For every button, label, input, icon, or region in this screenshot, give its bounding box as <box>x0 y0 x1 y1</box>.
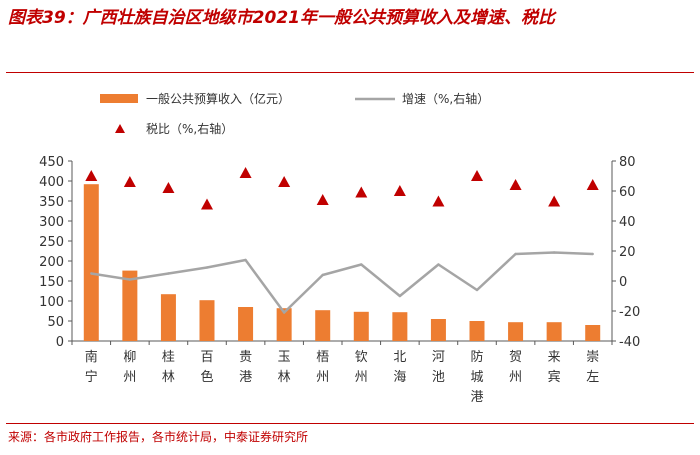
bar-河池 <box>430 319 446 341</box>
growth-point-玉林 <box>282 311 286 314</box>
tax-ratio-marker-贵港 <box>239 167 252 178</box>
y-left-tick-label: 150 <box>39 275 64 290</box>
bar-贵港 <box>238 307 254 341</box>
tax-ratio-marker-北海 <box>393 185 406 196</box>
bar-北海 <box>392 312 408 341</box>
legend-label-bar: 一般公共预算收入（亿元） <box>146 91 290 106</box>
x-tick-label-来宾: 来宾 <box>548 350 561 385</box>
bar-钦州 <box>353 311 369 341</box>
growth-point-钦州 <box>360 263 363 266</box>
tax-ratio-marker-钦州 <box>355 186 368 198</box>
x-tick-label-钦州: 钦州 <box>355 350 368 385</box>
figure-title: 图表39：广西壮族自治区地级市2021年一般公共预算收入及增速、税比 <box>8 8 555 28</box>
growth-point-防城港 <box>475 288 479 292</box>
y-left-tick-label: 450 <box>39 155 64 170</box>
y-left-tick-label: 200 <box>39 255 64 270</box>
x-tick-label-贵港: 贵港 <box>239 350 252 385</box>
bar-百色 <box>199 300 215 341</box>
y-right-tick-label: -20 <box>619 305 640 320</box>
x-tick-label-贺州: 贺州 <box>509 350 522 385</box>
y-right-tick-label: 0 <box>619 275 627 290</box>
y-left-tick-label: 0 <box>56 335 64 350</box>
y-right-tick-label: 60 <box>619 185 636 200</box>
bar-柳州 <box>122 270 138 341</box>
bar-桂林 <box>160 294 176 341</box>
y-right-tick-label: 40 <box>619 215 636 230</box>
legend-swatch-bar <box>100 94 138 103</box>
x-tick-label-北海: 北海 <box>393 350 406 385</box>
tax-ratio-marker-南宁 <box>85 170 98 181</box>
y-right-tick-label: -40 <box>619 335 640 350</box>
y-left-tick-label: 250 <box>39 235 64 250</box>
y-left-tick-label: 100 <box>39 295 64 310</box>
bar-防城港 <box>469 321 485 341</box>
tax-ratio-marker-百色 <box>201 198 213 210</box>
x-tick-label-桂林: 桂林 <box>162 350 175 385</box>
bar-梧州 <box>315 310 331 341</box>
tax-ratio-marker-河池 <box>432 195 445 207</box>
tax-ratio-marker-桂林 <box>162 182 175 193</box>
tax-ratio-marker-玉林 <box>278 176 291 187</box>
x-tick-label-百色: 百色 <box>200 350 213 385</box>
x-tick-label-崇左: 崇左 <box>586 350 599 385</box>
growth-point-贵港 <box>244 258 247 262</box>
footer-rule <box>6 423 694 424</box>
growth-point-百色 <box>205 266 209 269</box>
title-rule <box>6 72 694 73</box>
y-right-tick-label: 20 <box>619 245 636 260</box>
growth-point-崇左 <box>591 252 594 256</box>
source-note: 来源：各市政府工作报告，各市统计局，中泰证券研究所 <box>8 430 309 444</box>
tax-ratio-marker-柳州 <box>123 176 136 187</box>
x-tick-label-防城港: 防城港 <box>470 349 483 405</box>
growth-point-桂林 <box>167 272 170 275</box>
tax-ratio-marker-崇左 <box>586 179 599 190</box>
y-left-tick-label: 50 <box>47 315 64 330</box>
growth-point-柳州 <box>128 278 132 281</box>
bar-玉林 <box>276 308 292 341</box>
bar-来宾 <box>546 322 562 341</box>
x-tick-label-柳州: 柳州 <box>123 350 136 385</box>
tax-ratio-marker-梧州 <box>316 194 329 205</box>
legend-swatch-marker <box>115 124 125 133</box>
growth-point-梧州 <box>321 273 324 277</box>
legend-label-line: 增速（%,右轴） <box>402 91 489 106</box>
y-left-tick-label: 400 <box>39 175 64 190</box>
y-right-tick-label: 80 <box>619 155 636 170</box>
growth-point-南宁 <box>90 272 93 275</box>
x-tick-label-梧州: 梧州 <box>316 350 329 385</box>
x-tick-label-河池: 河池 <box>432 350 445 385</box>
growth-point-贺州 <box>514 252 517 256</box>
y-left-tick-label: 350 <box>39 195 64 210</box>
growth-point-来宾 <box>552 251 556 254</box>
tax-ratio-marker-贺州 <box>509 179 522 190</box>
bar-崇左 <box>585 325 601 341</box>
growth-line <box>91 251 593 314</box>
bar-南宁 <box>83 184 99 341</box>
growth-point-北海 <box>398 294 402 298</box>
growth-point-河池 <box>437 263 440 266</box>
x-tick-label-南宁: 南宁 <box>85 349 98 385</box>
y-left-tick-label: 300 <box>39 215 64 230</box>
bar-贺州 <box>508 322 524 341</box>
legend-label-marker: 税比（%,右轴） <box>146 121 233 136</box>
x-tick-label-玉林: 玉林 <box>278 350 291 385</box>
tax-ratio-marker-来宾 <box>548 195 561 207</box>
tax-ratio-marker-防城港 <box>471 170 483 181</box>
